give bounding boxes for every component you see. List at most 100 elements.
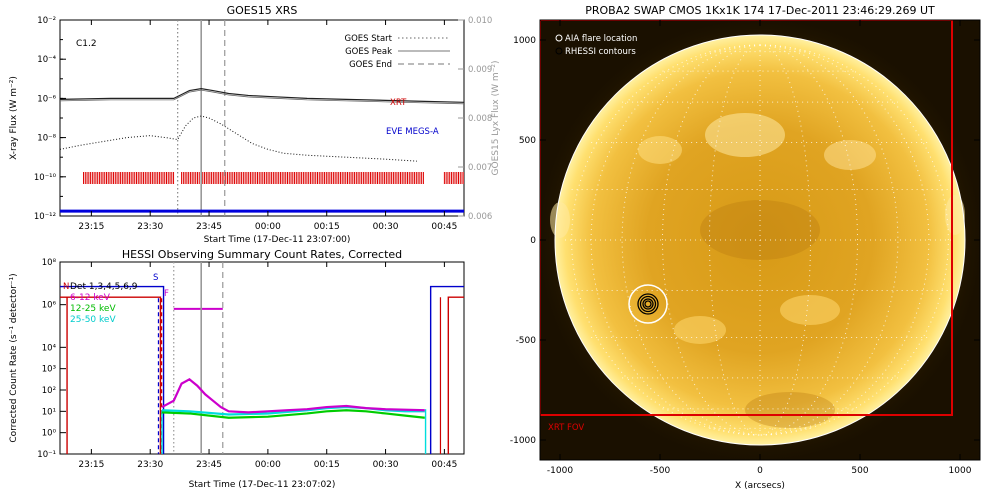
series-12-25-kev	[161, 409, 425, 419]
aia-flare-circle	[628, 284, 668, 324]
legend-25-50kev: 25-50 keV	[70, 315, 116, 325]
hessi-ylabel: Corrected Count Rate (s⁻¹ detector⁻¹)	[9, 273, 19, 442]
flag-label-n: N	[63, 282, 69, 292]
swap-panel: PROBA2 SWAP CMOS 1Kx1K 174 17-Dec-2011 2…	[510, 4, 981, 491]
x-tick-label: 23:30	[137, 460, 163, 470]
active-region	[638, 136, 682, 164]
x-tick-label: 23:45	[196, 222, 222, 232]
y-tick-label: 10⁻²	[37, 16, 56, 26]
hessi-marks	[60, 262, 464, 454]
legend-aia-symbol	[555, 34, 563, 42]
x-tick-label: 00:00	[255, 460, 281, 470]
y-tick-label: 10⁰	[42, 429, 57, 439]
y-tick-label: 10³	[42, 365, 56, 375]
xrt-annotation: XRT	[390, 98, 407, 108]
x-tick-label: 0	[757, 466, 763, 476]
x-tick-label: 00:15	[314, 460, 340, 470]
y-right-tick-label: 0.006	[468, 212, 492, 222]
legend-detectors: Det 1,3,4,5,6,9	[70, 282, 138, 292]
xrt-fov-box	[540, 20, 953, 416]
x-tick-label: 23:15	[78, 460, 104, 470]
hessi-legend: Det 1,3,4,5,6,9 6-12 keV 12-25 keV 25-50…	[70, 282, 138, 325]
goes-legend: GOES Start GOES Peak GOES End	[344, 34, 450, 70]
goes-ylabel: X-ray Flux (W m⁻²)	[9, 76, 19, 160]
goes-ylabel-right: GOES15 Lyx Flux (W m⁻²)	[491, 61, 501, 176]
active-region	[945, 195, 965, 235]
longitude-line	[759, 44, 811, 436]
y-tick-label: 10⁴	[42, 343, 57, 353]
limb-contour	[554, 34, 966, 446]
y-tick-label: 10⁻⁶	[37, 94, 56, 104]
longitude-line	[571, 44, 761, 436]
goes-class-label: C1.2	[76, 39, 97, 49]
y-tick-label: 500	[519, 136, 536, 146]
legend-rhessi-contours: RHESSI contours	[565, 47, 636, 57]
y-tick-label: 10⁶	[42, 301, 57, 311]
y-tick-label: 10⁸	[42, 258, 57, 268]
y-tick-label: 10⁻¹	[37, 450, 56, 460]
legend-12-25kev: 12-25 keV	[70, 304, 116, 314]
y-tick-label: 10⁻⁸	[37, 134, 56, 144]
y-tick-label: -500	[516, 336, 537, 346]
x-tick-label: -1000	[547, 466, 573, 476]
y-tick-label: 1000	[513, 36, 536, 46]
x-tick-label: 500	[851, 466, 868, 476]
goes-long-channel-line-2	[60, 89, 464, 105]
x-tick-label: 23:30	[137, 222, 163, 232]
xrt-fov-label: XRT FOV	[548, 423, 584, 433]
night-flag-line	[60, 296, 162, 454]
flag-label-s: S	[153, 273, 158, 283]
x-tick-label: 00:45	[431, 460, 457, 470]
y-tick-label: 10²	[42, 386, 56, 396]
longitude-line	[709, 44, 761, 436]
active-region	[824, 140, 876, 170]
flag-label-f: F	[164, 289, 169, 299]
y-right-tick-label: 0.009	[468, 65, 492, 75]
active-region	[674, 316, 726, 344]
swap-axes: -1000 -500 0 500 1000 -1000 -500 0 500 1000	[510, 20, 980, 476]
hessi-plot-frame	[59, 261, 465, 455]
x-tick-label: 00:30	[373, 222, 399, 232]
saa-flag-line	[60, 285, 165, 454]
goes-long-channel-line	[60, 87, 464, 103]
hessi-xlabel: Start Time (17-Dec-11 23:07:02)	[189, 480, 336, 490]
y-tick-label: -1000	[510, 436, 536, 446]
hessi-axes: 23:15 23:30 23:45 00:00 00:15 00:30 00:45 10⁻¹ 1…	[37, 258, 457, 470]
active-regions	[550, 113, 965, 344]
goes-xrs-panel: GOES15 XRS 23:15 23:30 23:45 00:00 00:15 00:3…	[9, 4, 501, 245]
flare-marker	[628, 284, 668, 324]
longitude-line	[759, 44, 949, 436]
legend-rhessi-symbol	[555, 47, 563, 55]
active-region	[780, 295, 840, 325]
y-right-tick-label: 0.010	[468, 16, 492, 26]
goes-xlabel: Start Time (17-Dec-11 23:07:00)	[204, 235, 351, 245]
series-6-12-kev	[161, 378, 425, 414]
hessi-panel: HESSI Observing Summary Count Rates, Cor…	[9, 248, 465, 490]
heliographic-grid	[565, 44, 955, 436]
x-tick-label: 00:45	[431, 222, 457, 232]
x-tick-label: 23:45	[196, 460, 222, 470]
x-tick-label: 23:15	[78, 222, 104, 232]
rhessi-contour	[642, 298, 654, 310]
active-region	[705, 113, 785, 157]
legend-goes-start: GOES Start	[344, 34, 392, 44]
swap-title: PROBA2 SWAP CMOS 1Kx1K 174 17-Dec-2011 2…	[585, 4, 935, 17]
x-tick-label: 00:30	[373, 460, 399, 470]
active-region	[550, 202, 570, 238]
rhessi-contour	[644, 300, 652, 308]
x-tick-label: 1000	[949, 466, 972, 476]
rhessi-contour	[637, 293, 659, 315]
y-tick-label: 10⁻¹⁰	[34, 173, 57, 183]
saa-flag-line-2	[429, 285, 464, 454]
y-right-tick-label: 0.008	[468, 114, 492, 124]
x-tick-label: 00:00	[255, 222, 281, 232]
legend-aia-flare-location: AIA flare location	[565, 34, 637, 44]
eve-annotation: EVE MEGS-A	[386, 127, 439, 137]
swap-xlabel: X (arcsecs)	[735, 481, 785, 491]
swap-image	[540, 20, 980, 460]
y-tick-label: 10¹	[42, 407, 56, 417]
hessi-title: HESSI Observing Summary Count Rates, Cor…	[122, 248, 402, 261]
y-right-tick-label: 0.007	[468, 163, 492, 173]
